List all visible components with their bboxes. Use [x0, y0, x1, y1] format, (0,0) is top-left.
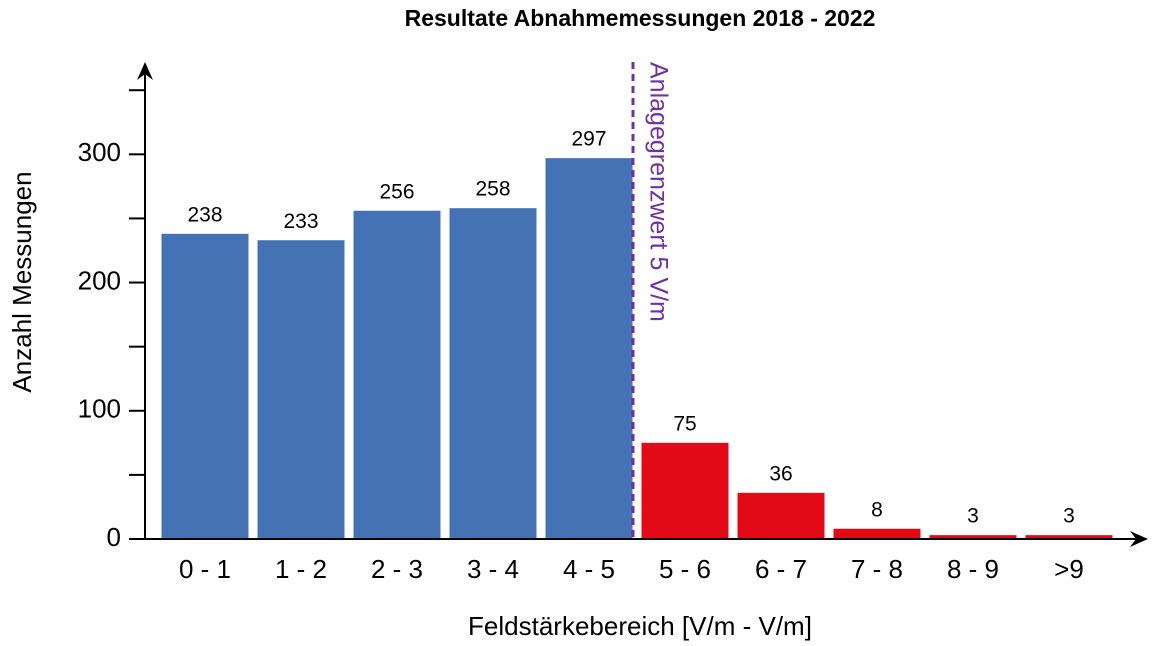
x-tick-label: 8 - 9: [947, 554, 999, 584]
x-tick-label: 7 - 8: [851, 554, 903, 584]
y-axis-arrow: [137, 62, 153, 80]
y-tick-label: 300: [78, 137, 121, 167]
x-tick-label: 1 - 2: [275, 554, 327, 584]
value-label: 297: [571, 128, 606, 151]
x-tick-label: 5 - 6: [659, 554, 711, 584]
bar: [545, 158, 633, 539]
bar: [833, 528, 921, 539]
x-tick-label: 0 - 1: [179, 554, 231, 584]
value-label: 258: [475, 178, 510, 201]
value-label: 36: [769, 462, 792, 485]
x-tick-label: 6 - 7: [755, 554, 807, 584]
x-axis-label: Feldstärkebereich [V/m - V/m]: [468, 611, 812, 641]
bar: [257, 240, 345, 539]
bar: [737, 492, 825, 539]
value-label: 3: [1063, 505, 1075, 528]
y-axis-label: Anzahl Messungen: [7, 171, 37, 392]
bar: [929, 535, 1017, 539]
value-label: 8: [871, 498, 883, 521]
value-label: 233: [283, 210, 318, 233]
x-tick-label: 4 - 5: [563, 554, 615, 584]
value-label: 256: [379, 180, 414, 203]
bar: [1025, 535, 1113, 539]
x-tick-label: >9: [1054, 554, 1084, 584]
value-label: 238: [187, 203, 222, 226]
x-tick-label: 2 - 3: [371, 554, 423, 584]
bar: [641, 442, 729, 539]
bar: [353, 210, 441, 539]
value-label: 75: [673, 412, 696, 435]
bar: [449, 208, 537, 539]
y-tick-label: 100: [78, 394, 121, 424]
x-axis-arrow: [1130, 531, 1148, 547]
x-tick-label: 3 - 4: [467, 554, 519, 584]
y-tick-label: 200: [78, 265, 121, 295]
value-label: 3: [967, 505, 979, 528]
y-tick-label: 0: [107, 522, 121, 552]
threshold-label: Anlagegrenzwert 5 V/m: [644, 62, 672, 322]
bar: [161, 233, 249, 540]
chart-title: Resultate Abnahmemessungen 2018 - 2022: [405, 5, 876, 31]
